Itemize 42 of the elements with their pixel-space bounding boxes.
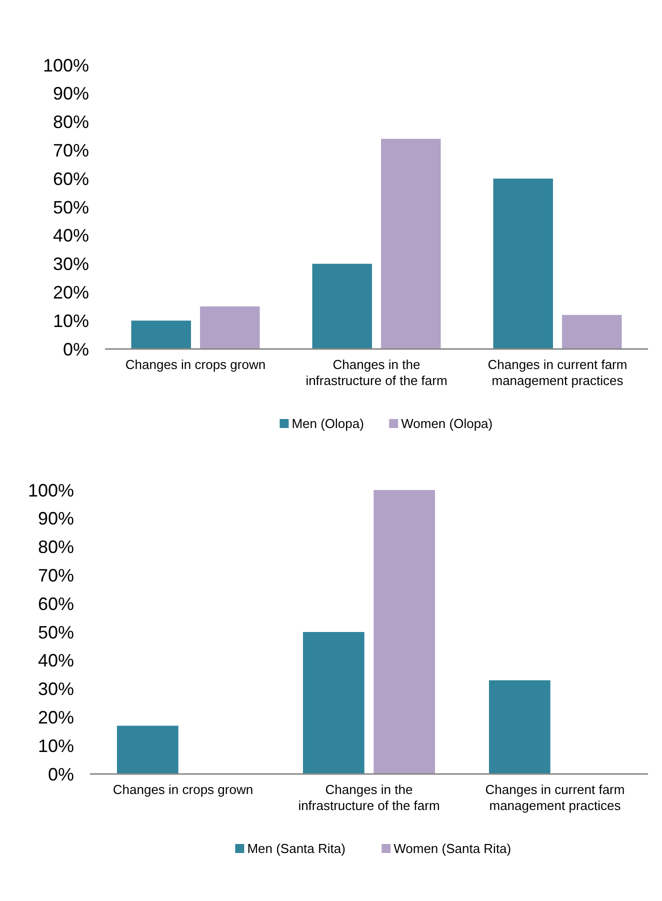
- y-tick-label: 70%: [38, 566, 74, 586]
- y-tick-label: 100%: [28, 480, 74, 500]
- y-tick-label: 80%: [38, 537, 74, 558]
- x-tick-label: Changes in the infrastructure of the farm: [298, 782, 440, 813]
- y-tick-label: 50%: [38, 622, 74, 642]
- bar: [131, 320, 191, 349]
- legend-label: Men (Santa Rita): [247, 841, 346, 856]
- y-tick-label: 20%: [52, 282, 89, 302]
- y-tick-label: 30%: [38, 679, 74, 700]
- bar: [374, 490, 436, 774]
- bar: [381, 138, 441, 349]
- y-tick-label: 20%: [38, 708, 74, 728]
- bar: [302, 632, 364, 774]
- bar: [488, 680, 550, 774]
- y-tick-label: 90%: [52, 84, 89, 104]
- y-tick-label: 50%: [52, 197, 89, 218]
- y-tick-label: 10%: [52, 310, 89, 331]
- y-tick-label: 60%: [52, 168, 89, 189]
- y-tick-label: 40%: [38, 650, 74, 671]
- bar: [562, 314, 622, 349]
- y-tick-label: 30%: [52, 254, 89, 274]
- bar: [312, 264, 372, 349]
- bar: [116, 726, 178, 774]
- y-tick-label: 80%: [52, 112, 89, 132]
- y-tick-label: 90%: [38, 508, 74, 529]
- bar: [493, 178, 553, 349]
- x-tick-label: Changes in the infrastructure of the farm: [306, 357, 448, 388]
- y-tick-label: 70%: [52, 140, 89, 160]
- legend-label: Men (Olopa): [292, 416, 364, 431]
- y-tick-label: 0%: [48, 764, 74, 784]
- x-tick-label: Changes in current farm management practices: [485, 782, 625, 813]
- y-tick-label: 10%: [38, 736, 74, 756]
- x-tick-label: Changes in current farm management practices: [488, 357, 628, 388]
- y-tick-label: 40%: [52, 226, 89, 246]
- y-tick-label: 0%: [62, 339, 89, 360]
- legend-label: Women (Santa Rita): [394, 841, 512, 856]
- x-tick-label: Changes in crops grown: [112, 782, 254, 797]
- bar: [200, 306, 260, 349]
- y-tick-label: 100%: [42, 55, 89, 76]
- legend-label: Women (Olopa): [401, 416, 493, 431]
- y-tick-label: 60%: [38, 594, 74, 614]
- x-tick-label: Changes in crops grown: [125, 357, 266, 372]
